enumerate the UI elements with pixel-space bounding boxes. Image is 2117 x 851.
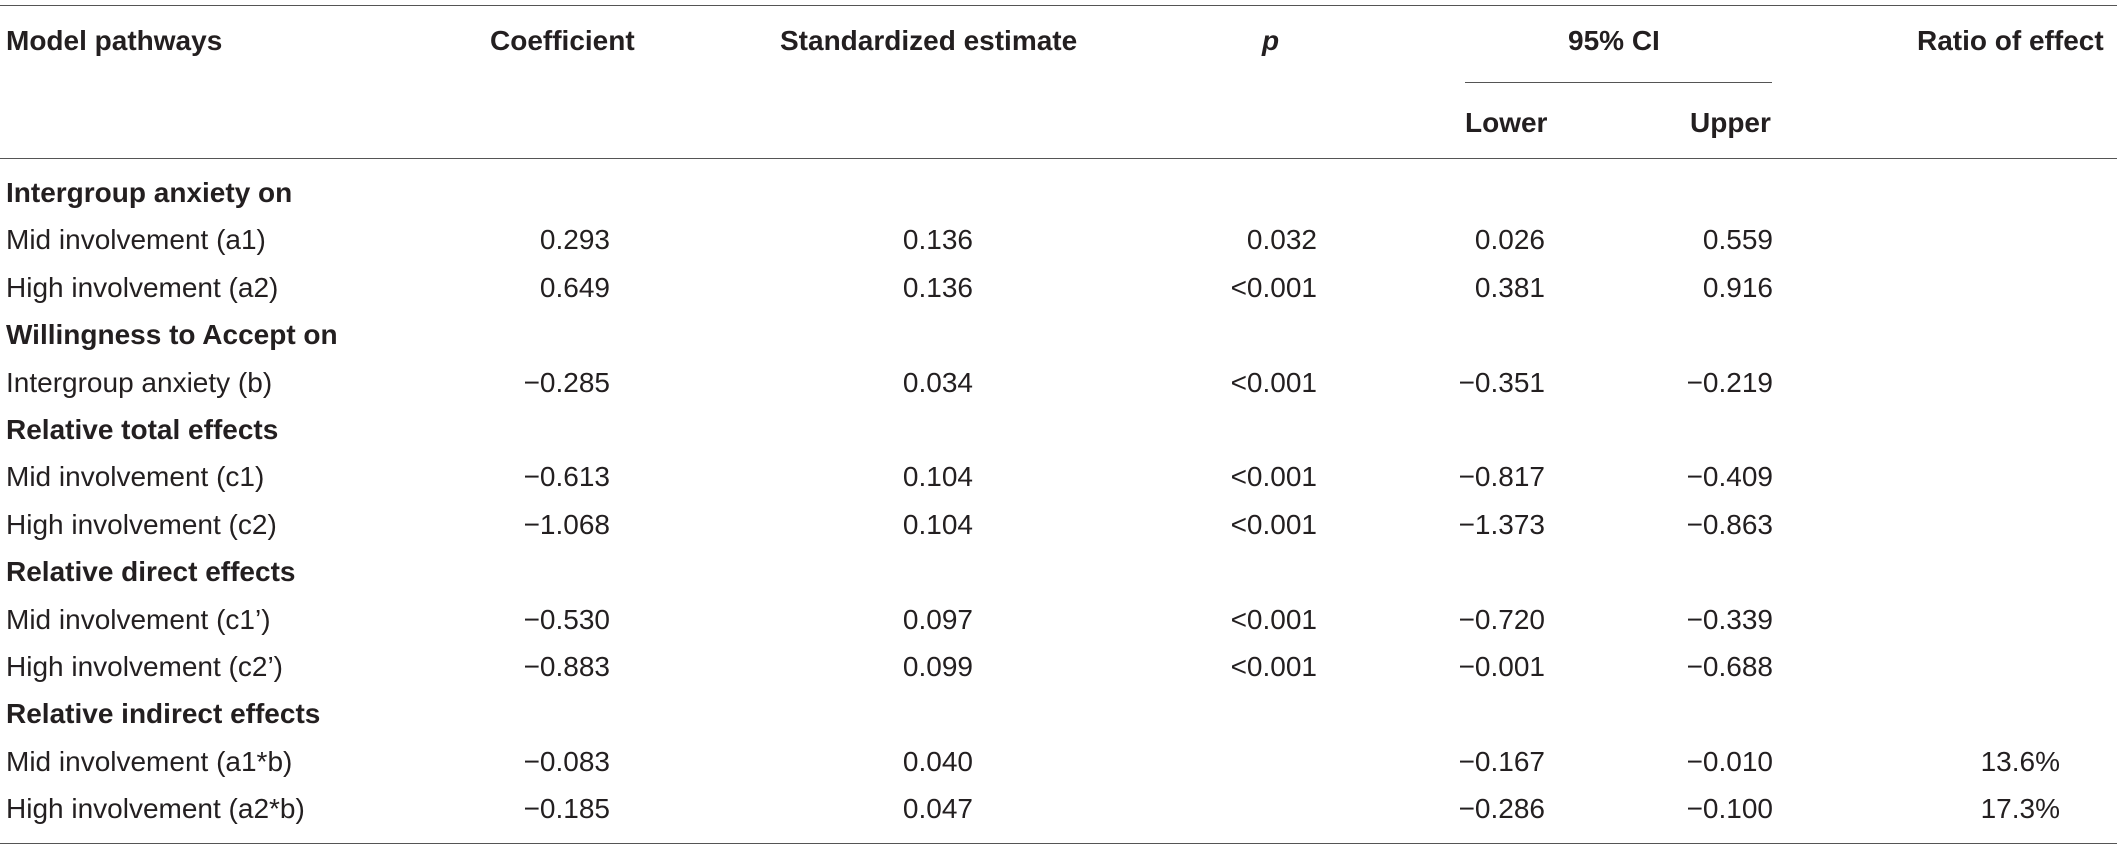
cell-standardized-estimate: 0.136 [902,271,973,303]
cell-coefficient: −0.883 [523,651,610,682]
cell-p: <0.001 [1230,271,1317,303]
cell-ci-upper: −0.409 [1686,461,1773,493]
cell-coefficient: −1.068 [523,508,610,540]
row-label: Mid involvement (c1’) [6,603,271,635]
header-95-ci: 95% CI [1568,25,1660,56]
cell-standardized-estimate: 0.097 [902,603,973,635]
cell-ci-lower: −0.001 [1458,651,1545,682]
header-coefficient: Coefficient [490,25,635,56]
cell-coefficient: 0.293 [539,224,610,256]
cell-standardized-estimate: 0.099 [902,651,973,682]
cell-standardized-estimate: 0.040 [902,745,973,777]
table-header-rule [0,158,2117,159]
row-label: High involvement (a2) [6,271,279,303]
cell-ci-lower: −0.167 [1458,745,1545,777]
section-heading: Relative total effects [6,414,279,445]
cell-coefficient: −0.185 [523,793,610,825]
cell-ci-lower: 0.381 [1474,271,1545,303]
cell-standardized-estimate: 0.047 [902,793,973,825]
cell-ci-upper: 0.916 [1702,271,1773,303]
cell-standardized-estimate: 0.136 [902,224,973,256]
header-p: p [1262,25,1280,56]
header-ci-lower: Lower [1465,107,1548,138]
cell-coefficient: −0.530 [523,603,610,635]
cell-ratio-of-effect: 17.3% [1980,793,2060,825]
section-heading: Intergroup anxiety on [6,177,293,208]
cell-standardized-estimate: 0.104 [902,508,973,540]
cell-coefficient: −0.285 [523,366,610,398]
row-label: High involvement (c2’) [6,651,283,682]
cell-standardized-estimate: 0.104 [902,461,973,493]
cell-coefficient: −0.613 [523,461,610,493]
header-ratio-of-effect: Ratio of effect [1917,25,2104,56]
cell-ci-lower: −0.720 [1458,603,1545,635]
header-model-pathways: Model pathways [6,25,223,56]
cell-ci-upper: −0.863 [1686,508,1773,540]
cell-ci-upper: −0.010 [1686,745,1773,777]
cell-p: <0.001 [1230,508,1317,540]
row-label: High involvement (c2) [6,508,277,540]
cell-p: 0.032 [1246,224,1317,256]
cell-ci-lower: −0.817 [1458,461,1545,493]
cell-coefficient: −0.083 [523,745,610,777]
ci-header-rule [1465,82,1772,83]
section-heading: Relative indirect effects [6,698,321,730]
cell-ci-upper: −0.339 [1686,603,1773,635]
cell-ci-upper: −0.688 [1686,651,1773,682]
header-standardized-estimate: Standardized estimate [780,25,1078,56]
cell-ci-upper: 0.559 [1702,224,1773,256]
cell-ci-lower: −0.286 [1458,793,1545,825]
cell-standardized-estimate: 0.034 [902,366,973,398]
cell-p: <0.001 [1230,461,1317,493]
cell-ci-upper: −0.219 [1686,366,1773,398]
table-top-rule [0,5,2117,6]
section-heading: Relative direct effects [6,556,296,588]
row-label: Intergroup anxiety (b) [6,366,273,398]
cell-p: <0.001 [1230,603,1317,635]
row-label: Mid involvement (a1) [6,224,266,256]
row-label: High involvement (a2*b) [6,793,305,825]
table-bottom-rule [0,843,2117,844]
header-ci-upper: Upper [1690,107,1771,138]
row-label: Mid involvement (a1*b) [6,745,293,777]
cell-p: <0.001 [1230,366,1317,398]
cell-ci-lower: 0.026 [1474,224,1545,256]
cell-ci-lower: −1.373 [1458,508,1545,540]
cell-ci-upper: −0.100 [1686,793,1773,825]
cell-ci-lower: −0.351 [1458,366,1545,398]
row-label: Mid involvement (c1) [6,461,265,493]
section-heading: Willingness to Accept on [6,319,338,351]
cell-coefficient: 0.649 [539,271,610,303]
cell-p: <0.001 [1230,651,1317,682]
cell-ratio-of-effect: 13.6% [1980,745,2060,777]
